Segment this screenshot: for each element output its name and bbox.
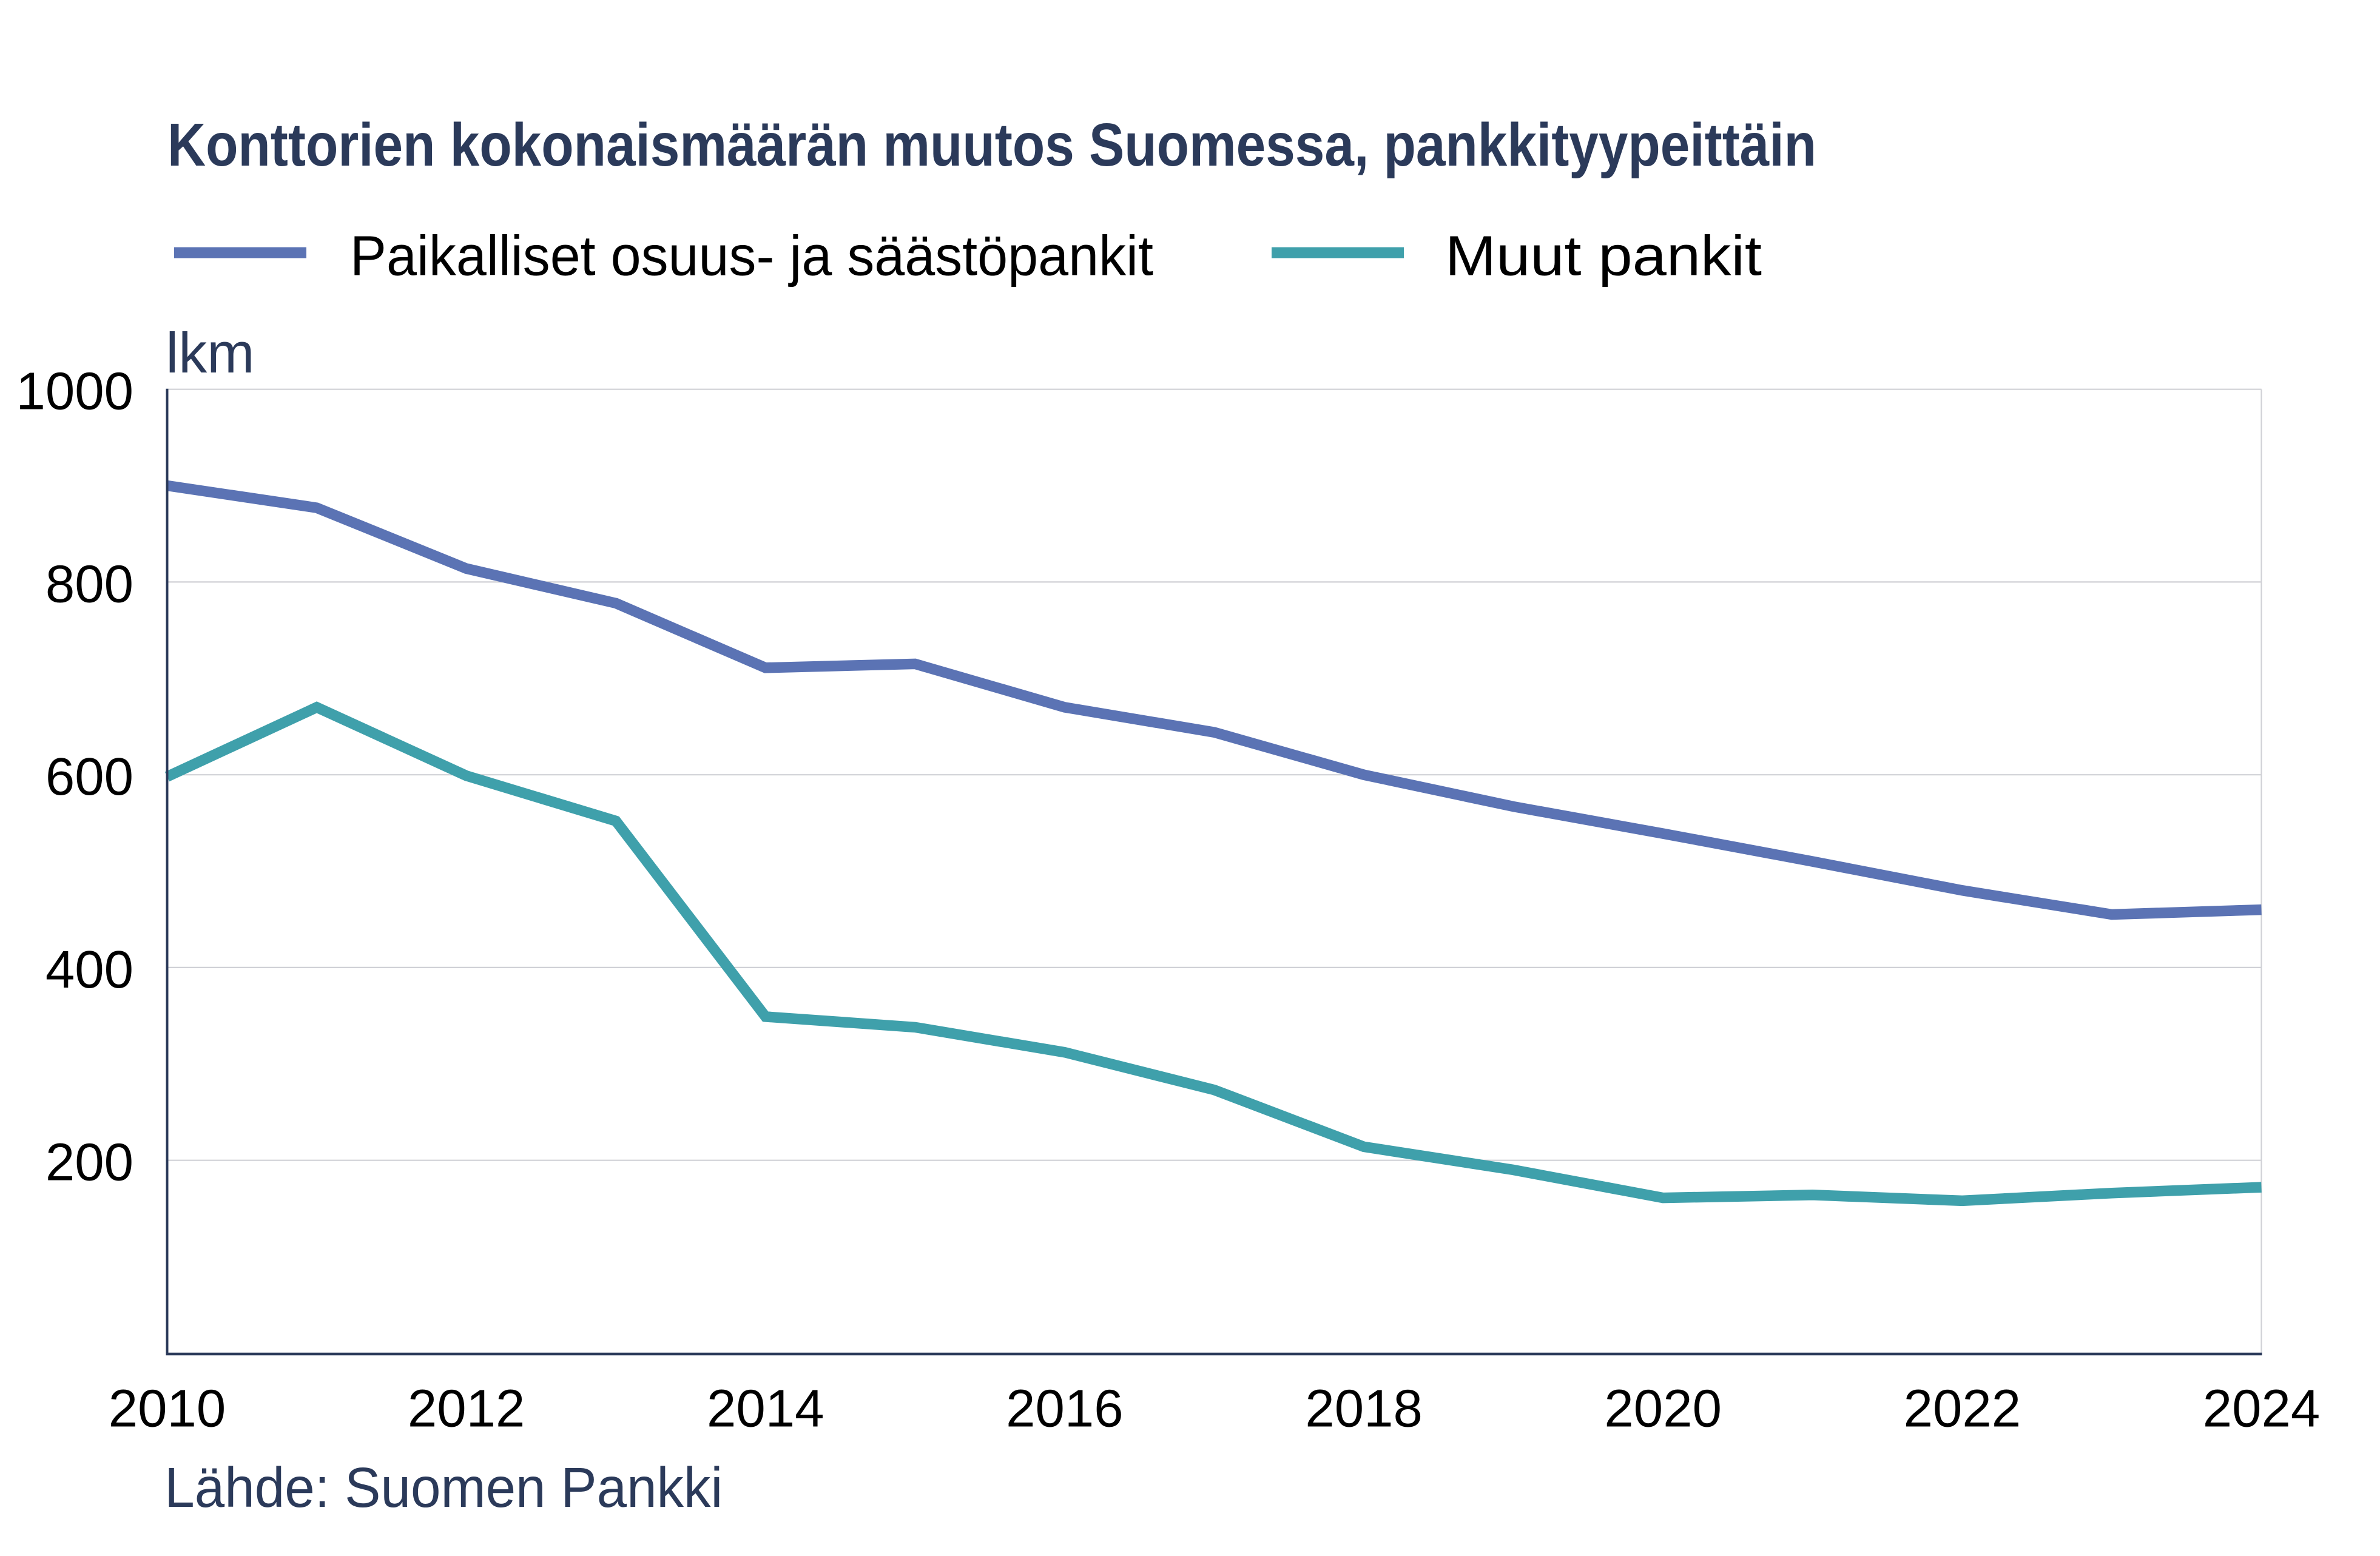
svg-text:200: 200 [46,1133,133,1192]
svg-text:2016: 2016 [1006,1379,1124,1438]
svg-text:2014: 2014 [707,1379,824,1438]
svg-text:Muut pankit: Muut pankit [1445,224,1762,288]
svg-text:2022: 2022 [1904,1379,2021,1438]
svg-text:2018: 2018 [1305,1379,1423,1438]
svg-text:400: 400 [46,940,133,999]
svg-text:Konttorien kokonaismäärän muut: Konttorien kokonaismäärän muutos Suomess… [167,111,1816,179]
svg-text:2012: 2012 [408,1379,525,1438]
svg-text:Lähde: Suomen Pankki: Lähde: Suomen Pankki [164,1456,723,1519]
svg-text:800: 800 [46,554,133,613]
svg-text:2024: 2024 [2203,1379,2321,1438]
svg-text:1000: 1000 [16,362,133,421]
svg-text:2010: 2010 [109,1379,226,1438]
svg-text:Paikalliset osuus- ja säästöpa: Paikalliset osuus- ja säästöpankit [350,224,1153,288]
svg-text:600: 600 [46,747,133,806]
svg-text:2020: 2020 [1604,1379,1722,1438]
svg-text:lkm: lkm [166,321,254,385]
